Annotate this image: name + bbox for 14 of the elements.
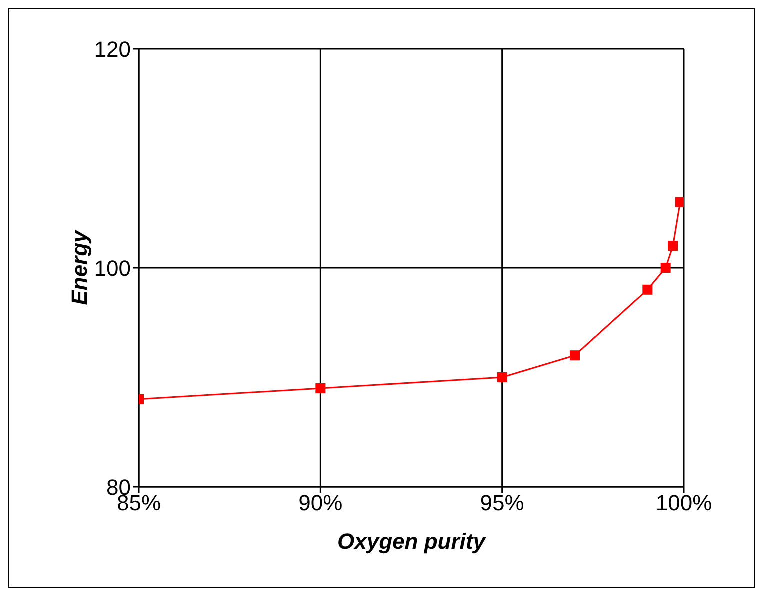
x-tick-label: 90% bbox=[298, 490, 343, 516]
point bbox=[497, 372, 508, 382]
y-tick-label: 100 bbox=[94, 256, 131, 281]
point bbox=[660, 263, 671, 273]
point bbox=[642, 284, 653, 295]
y-axis-title: Energy bbox=[66, 228, 92, 306]
x-tick-label: 100% bbox=[656, 490, 712, 516]
point bbox=[570, 350, 580, 361]
point bbox=[316, 383, 326, 394]
x-axis-title: Oxygen purity bbox=[338, 529, 488, 554]
x-tick-label: 95% bbox=[480, 490, 524, 516]
point bbox=[668, 241, 678, 252]
y-tick-label: 120 bbox=[94, 36, 131, 62]
point bbox=[675, 197, 684, 208]
